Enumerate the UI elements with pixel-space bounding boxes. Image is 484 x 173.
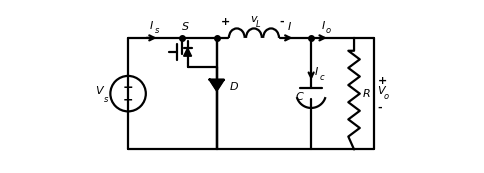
Polygon shape: [209, 80, 223, 90]
Text: +: +: [122, 81, 133, 94]
Text: L: L: [256, 20, 260, 29]
Text: c: c: [319, 72, 324, 81]
Text: I: I: [321, 21, 324, 31]
Text: C: C: [295, 92, 302, 102]
Text: S: S: [182, 22, 188, 32]
Text: s: s: [104, 95, 108, 104]
Text: I: I: [287, 22, 290, 32]
Text: v: v: [249, 14, 256, 24]
Text: o: o: [383, 92, 388, 101]
Text: D: D: [229, 81, 238, 92]
Text: −: −: [122, 93, 133, 106]
Text: -: -: [279, 17, 284, 27]
Text: V: V: [377, 86, 384, 96]
Text: o: o: [325, 26, 330, 35]
Text: s: s: [154, 26, 159, 35]
Text: R: R: [363, 89, 370, 99]
Text: -: -: [377, 103, 381, 113]
Text: V: V: [95, 86, 103, 96]
Polygon shape: [183, 48, 191, 56]
Text: I: I: [149, 21, 152, 31]
Text: +: +: [377, 76, 386, 86]
Text: I: I: [314, 67, 317, 77]
Text: +: +: [220, 17, 229, 27]
